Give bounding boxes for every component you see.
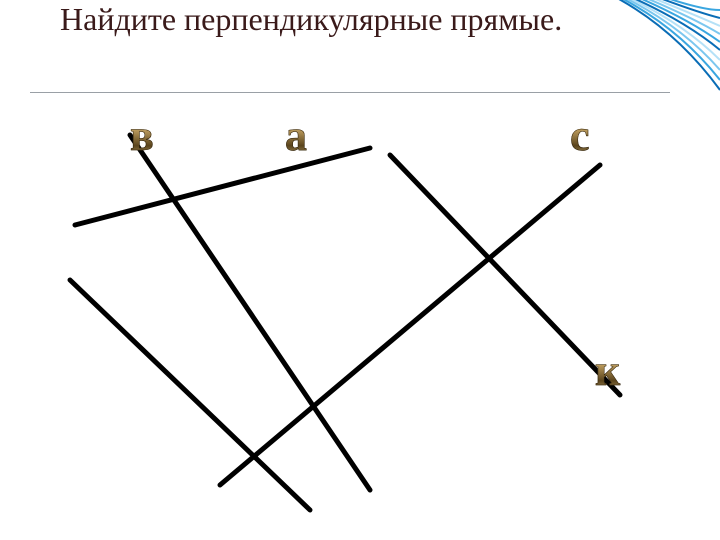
diagram-line-4 bbox=[390, 155, 620, 395]
slide: Найдите перпендикулярные прямые. в а с к bbox=[0, 0, 720, 540]
label-c: с bbox=[570, 110, 590, 161]
label-k: к bbox=[595, 345, 620, 396]
lines-svg bbox=[40, 100, 680, 520]
horizontal-rule bbox=[30, 92, 670, 93]
label-b: в bbox=[130, 110, 154, 161]
diagram-line-1 bbox=[130, 135, 370, 490]
title-block: Найдите перпендикулярные прямые. bbox=[60, 0, 640, 38]
label-a: а bbox=[285, 110, 307, 161]
diagram-line-0 bbox=[75, 148, 370, 225]
diagram-line-2 bbox=[70, 280, 310, 510]
diagram-area: в а с к bbox=[40, 100, 680, 520]
page-title: Найдите перпендикулярные прямые. bbox=[60, 0, 640, 38]
diagram-line-3 bbox=[220, 165, 600, 485]
